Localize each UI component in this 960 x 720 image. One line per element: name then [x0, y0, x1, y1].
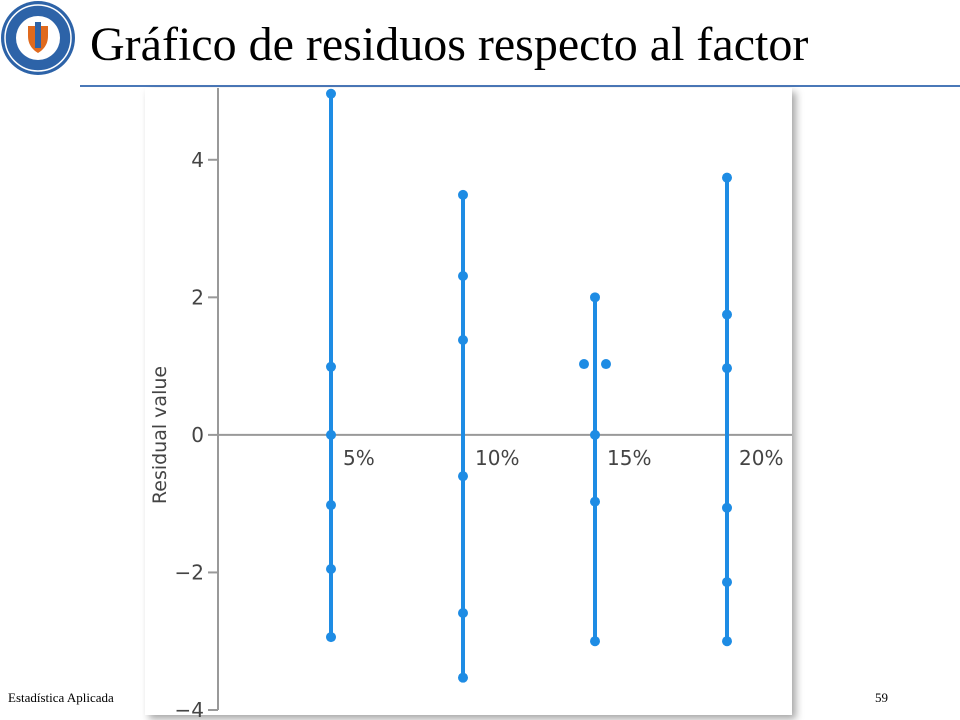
- logo: [1, 1, 75, 75]
- point: [326, 429, 336, 440]
- point: [458, 334, 468, 345]
- slide-title: Gráfico de residuos respecto al factor: [90, 18, 808, 71]
- y-tick-label: 0: [191, 423, 204, 447]
- point: [458, 471, 468, 482]
- point: [326, 632, 336, 643]
- point: [722, 577, 732, 588]
- category-label: 15%: [607, 446, 651, 470]
- y-tick-label: 2: [191, 285, 204, 309]
- point: [326, 500, 336, 511]
- y-tick-label: −2: [175, 560, 204, 584]
- point: [590, 429, 600, 440]
- point: [722, 309, 732, 320]
- point: [458, 189, 468, 200]
- y-tick-label: −4: [175, 698, 204, 720]
- point: [458, 271, 468, 282]
- footer: Estadística Aplicada: [8, 690, 114, 705]
- point: [326, 361, 336, 372]
- y-axis-label: Residual value: [149, 366, 171, 504]
- point: [458, 608, 468, 619]
- y-tick-label: 4: [191, 148, 204, 172]
- point: [590, 496, 600, 507]
- point: [458, 672, 468, 683]
- point: [590, 292, 600, 303]
- point: [326, 564, 336, 575]
- point: [326, 88, 336, 99]
- point: [722, 502, 732, 513]
- category-label: 10%: [475, 446, 519, 470]
- point: [722, 172, 732, 183]
- point: [722, 363, 732, 374]
- point: [722, 636, 732, 647]
- page-number: 59: [875, 690, 888, 705]
- point: [590, 636, 600, 647]
- point: [601, 359, 611, 370]
- category-label: 20%: [739, 446, 783, 470]
- category-label: 5%: [343, 446, 375, 470]
- point: [579, 359, 589, 370]
- chart-panel: [145, 88, 792, 715]
